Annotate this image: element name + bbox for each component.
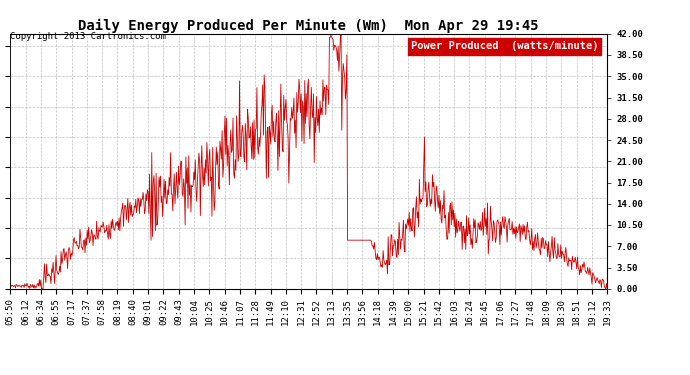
Text: Power Produced  (watts/minute): Power Produced (watts/minute) [411,41,598,51]
Title: Daily Energy Produced Per Minute (Wm)  Mon Apr 29 19:45: Daily Energy Produced Per Minute (Wm) Mo… [79,18,539,33]
Text: Copyright 2013 Cartronics.com: Copyright 2013 Cartronics.com [10,32,166,41]
